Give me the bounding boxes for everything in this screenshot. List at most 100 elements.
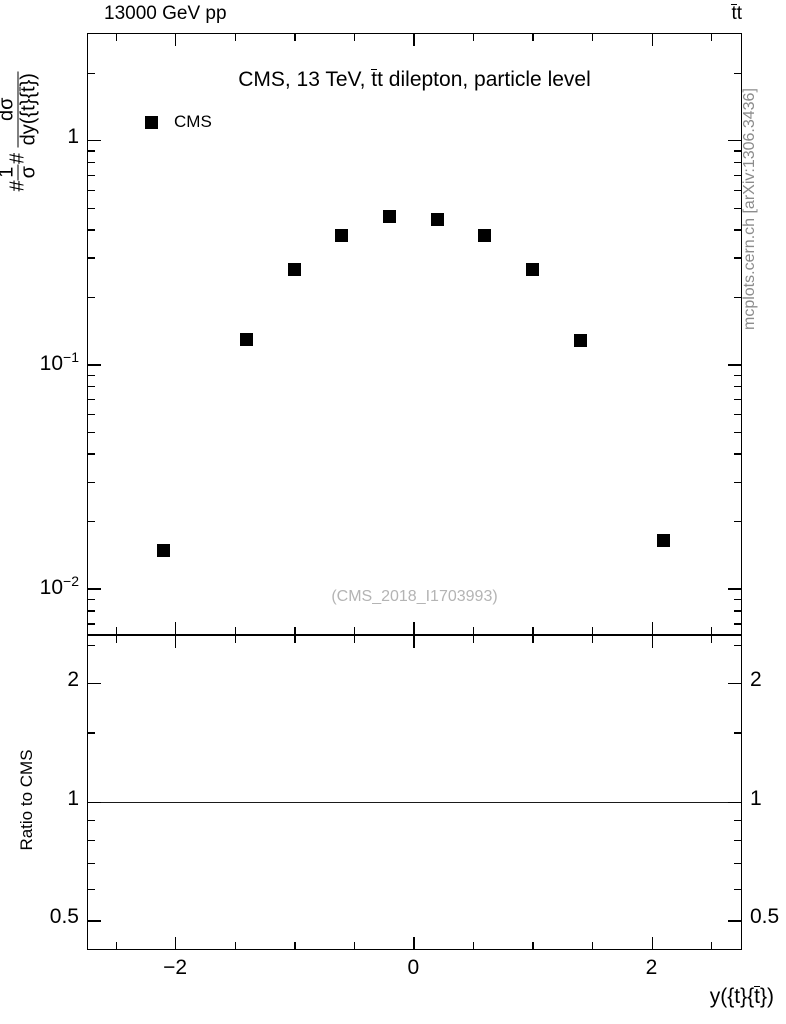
- ratio-bottom-x-minor-tick: [472, 942, 475, 950]
- data-point: [573, 333, 587, 347]
- main-y-minor-tick: [87, 257, 95, 259]
- main-y-minor-tick: [87, 207, 95, 209]
- main-bottom-x-minor-tick: [711, 627, 713, 635]
- main-y-minor-tick: [87, 72, 95, 74]
- main-bottom-x-minor-tick: [234, 627, 237, 635]
- ratio-bottom-x-minor-tick: [234, 942, 237, 950]
- ratio-top-x-major-tick: [413, 635, 415, 648]
- data-point: [478, 229, 492, 242]
- ratio-y-tick-label-right: 0.5: [750, 905, 780, 929]
- main-y-tick-label: 10−1: [39, 349, 79, 376]
- main-y-minor-tick: [87, 150, 95, 152]
- ratio-y-minor-tick: [87, 839, 95, 842]
- ratio-y-tick-label-left: 2: [67, 668, 79, 692]
- main-y-minor-tick: [87, 229, 95, 231]
- main-y-minor-tick: [734, 296, 742, 299]
- main-y-major-tick: [728, 588, 742, 590]
- main-y-minor-tick: [734, 257, 742, 259]
- ratio-bottom-x-minor-tick: [115, 942, 117, 950]
- ratio-top-x-major-tick: [175, 635, 177, 648]
- main-top-x-minor-tick: [294, 33, 296, 41]
- main-y-minor-tick: [87, 189, 95, 192]
- data-point: [383, 210, 396, 224]
- main-y-minor-tick: [87, 385, 95, 388]
- main-y-minor-tick: [734, 229, 742, 231]
- ratio-y-tick-label-right: 2: [750, 668, 762, 692]
- ratio-top-x-minor-tick: [711, 635, 713, 643]
- x-tick-label: −2: [163, 956, 188, 979]
- ratio-plot-frame: [87, 635, 742, 950]
- ratio-y-tick-label-right: 1: [750, 786, 762, 810]
- main-y-minor-tick: [734, 623, 742, 625]
- ratio-bottom-x-minor-tick: [353, 942, 356, 950]
- main-top-x-major-tick: [413, 33, 415, 46]
- ratio-y-minor-tick: [734, 889, 742, 891]
- main-y-major-tick: [87, 140, 101, 142]
- main-top-x-minor-tick: [353, 33, 356, 41]
- main-y-major-tick: [728, 140, 742, 142]
- ratio-y-major-tick: [87, 683, 101, 685]
- legend: CMS: [145, 112, 212, 132]
- main-y-minor-tick: [87, 598, 95, 601]
- legend-label-cms: CMS: [174, 112, 212, 131]
- main-y-minor-tick: [734, 598, 742, 601]
- main-top-x-minor-tick: [711, 33, 713, 41]
- main-top-x-major-tick: [175, 33, 177, 46]
- ratio-y-tick-label-left: 0.5: [49, 905, 79, 929]
- main-y-minor-tick: [734, 481, 742, 483]
- data-point: [335, 228, 349, 242]
- ratio-top-x-major-tick: [651, 635, 653, 648]
- ratio-y-minor-tick: [734, 839, 742, 842]
- ratio-top-x-minor-tick: [115, 635, 117, 643]
- x-tick-label: 0: [407, 956, 420, 979]
- ratio-y-minor-tick: [734, 732, 742, 734]
- main-y-minor-tick: [87, 174, 95, 177]
- ratio-y-major-tick: [728, 683, 742, 685]
- main-bottom-x-minor-tick: [472, 627, 475, 635]
- ratio-y-minor-tick: [87, 645, 95, 647]
- source-attribution-label: mcplots.cern.ch [arXiv:1306.3436]: [741, 88, 758, 330]
- ratio-y-minor-tick: [87, 819, 95, 822]
- main-y-minor-tick: [734, 174, 742, 177]
- ratio-y-minor-tick: [734, 819, 742, 822]
- main-y-minor-tick: [734, 161, 742, 164]
- ratio-y-minor-tick: [87, 889, 95, 891]
- main-bottom-x-major-tick: [413, 622, 415, 635]
- ratio-top-x-minor-tick: [532, 635, 534, 643]
- main-y-tick-label: 1: [67, 125, 79, 148]
- main-y-major-tick: [87, 364, 101, 366]
- main-y-minor-tick: [734, 207, 742, 209]
- main-y-minor-tick: [87, 453, 95, 455]
- data-point: [656, 534, 670, 548]
- ratio-y-major-tick: [728, 920, 742, 922]
- ratio-y-minor-tick: [734, 645, 742, 647]
- main-y-minor-tick: [87, 610, 95, 612]
- main-y-minor-tick: [734, 385, 742, 388]
- main-y-minor-tick: [734, 189, 742, 192]
- ratio-reference-line: [88, 801, 741, 803]
- data-point: [525, 262, 539, 276]
- ratio-top-x-minor-tick: [234, 635, 237, 643]
- main-y-minor-tick: [87, 374, 95, 376]
- main-bottom-x-minor-tick: [115, 627, 117, 635]
- main-y-minor-tick: [734, 374, 742, 376]
- data-point: [156, 543, 170, 557]
- ratio-top-x-minor-tick: [472, 635, 475, 643]
- data-point: [430, 213, 444, 227]
- main-y-minor-tick: [87, 161, 95, 164]
- ratio-bottom-x-major-tick: [175, 937, 177, 950]
- main-y-minor-tick: [734, 610, 742, 612]
- ratio-bottom-x-minor-tick: [532, 942, 534, 950]
- main-y-minor-tick: [87, 399, 95, 401]
- beam-energy-label: 13000 GeV pp: [104, 3, 227, 24]
- ratio-bottom-x-major-tick: [651, 937, 653, 950]
- main-top-x-minor-tick: [234, 33, 237, 41]
- ratio-top-x-minor-tick: [353, 635, 356, 643]
- main-y-minor-tick: [87, 520, 95, 523]
- main-top-x-major-tick: [651, 33, 653, 46]
- main-y-minor-tick: [87, 414, 95, 416]
- main-y-minor-tick: [734, 399, 742, 401]
- main-y-minor-tick: [734, 72, 742, 74]
